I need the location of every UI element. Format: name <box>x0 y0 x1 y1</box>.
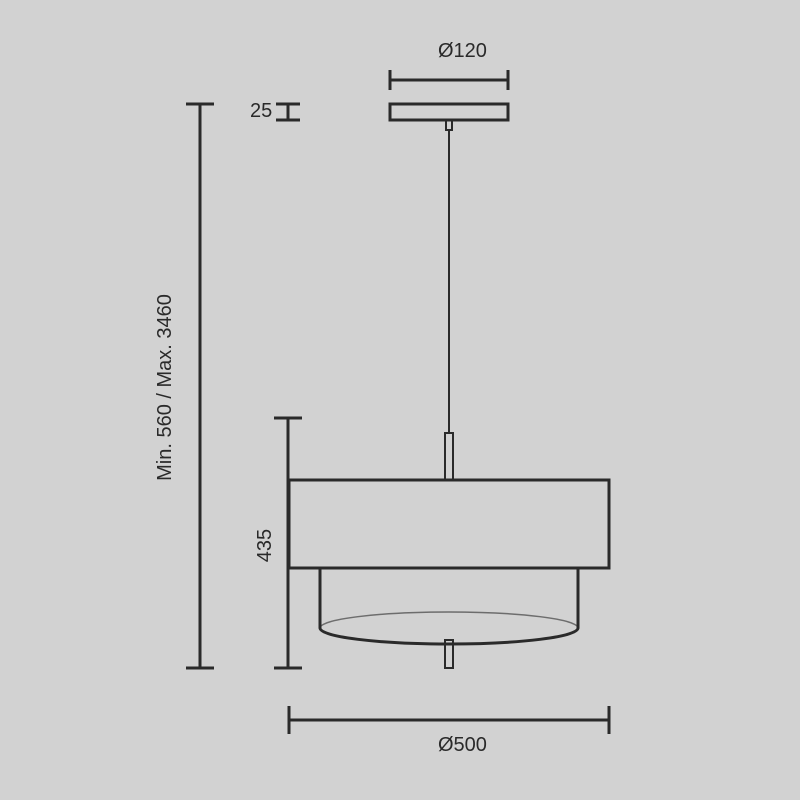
label-canopy-diameter: Ø120 <box>438 40 487 63</box>
label-shade-diameter: Ø500 <box>438 734 487 757</box>
label-canopy-height: 25 <box>250 100 272 123</box>
lamp-technical-drawing <box>0 0 800 800</box>
label-total-height: Min. 560 / Max. 3460 <box>154 294 177 481</box>
label-shade-height: 435 <box>254 529 277 562</box>
